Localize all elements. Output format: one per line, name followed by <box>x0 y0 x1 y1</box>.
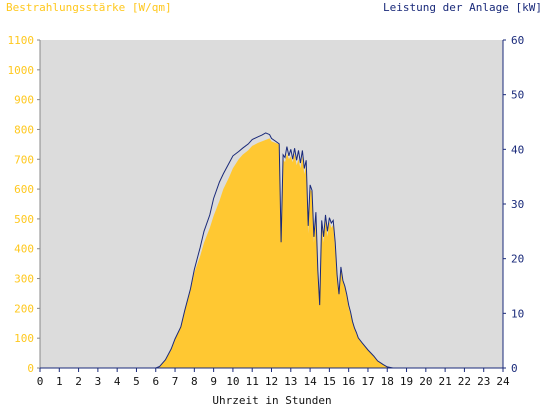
x-tick-label: 14 <box>303 375 317 388</box>
y-left-tick-label: 300 <box>14 273 34 286</box>
x-tick-label: 21 <box>439 375 452 388</box>
x-tick-label: 2 <box>75 375 82 388</box>
y-left-tick-label: 400 <box>14 243 34 256</box>
x-tick-label: 9 <box>210 375 217 388</box>
x-tick-label: 3 <box>95 375 102 388</box>
x-tick-label: 18 <box>381 375 394 388</box>
y-right-tick-label: 40 <box>511 143 524 156</box>
x-axis-label: Uhrzeit in Stunden <box>212 394 332 407</box>
series-1-power-line <box>40 132 503 369</box>
x-tick-label: 8 <box>191 375 198 388</box>
x-tick-label: 20 <box>419 375 432 388</box>
y-right-tick-label: 0 <box>511 362 518 375</box>
y-right-tick-label: 20 <box>511 253 524 266</box>
y-left-tick-label: 600 <box>14 183 34 196</box>
x-tick-label: 7 <box>172 375 179 388</box>
y-left-tick-label: 1100 <box>8 34 35 47</box>
y-left-tick-label: 1000 <box>8 64 35 77</box>
x-tick-label: 12 <box>265 375 278 388</box>
y-left-tick-label: 500 <box>14 213 34 226</box>
y-left-tick-label: 900 <box>14 94 34 107</box>
x-tick-label: 13 <box>284 375 297 388</box>
x-tick-label: 1 <box>56 375 63 388</box>
x-tick-label: 19 <box>400 375 413 388</box>
y-left-tick-label: 0 <box>27 362 34 375</box>
y-right-tick-label: 30 <box>511 198 524 211</box>
x-tick-label: 16 <box>342 375 355 388</box>
y-left-tick-label: 700 <box>14 153 34 166</box>
y-left-tick-label: 100 <box>14 332 34 345</box>
x-tick-label: 4 <box>114 375 121 388</box>
left-axis-title: Bestrahlungsstärke [W/qm] <box>6 1 172 14</box>
x-tick-label: 11 <box>246 375 259 388</box>
x-tick-label: 24 <box>496 375 510 388</box>
y-right-tick-label: 50 <box>511 89 524 102</box>
x-tick-label: 6 <box>152 375 159 388</box>
x-tick-label: 22 <box>458 375 471 388</box>
series-0-irradiance-area <box>40 138 503 368</box>
x-tick-label: 10 <box>226 375 239 388</box>
x-tick-label: 0 <box>37 375 44 388</box>
x-tick-label: 5 <box>133 375 140 388</box>
x-tick-label: 23 <box>477 375 490 388</box>
y-left-tick-label: 800 <box>14 123 34 136</box>
x-tick-label: 15 <box>323 375 336 388</box>
right-axis-title: Leistung der Anlage [kW] <box>383 1 542 14</box>
y-right-tick-label: 10 <box>511 307 524 320</box>
y-right-tick-label: 60 <box>511 34 524 47</box>
y-left-tick-label: 200 <box>14 302 34 315</box>
x-tick-label: 17 <box>361 375 374 388</box>
